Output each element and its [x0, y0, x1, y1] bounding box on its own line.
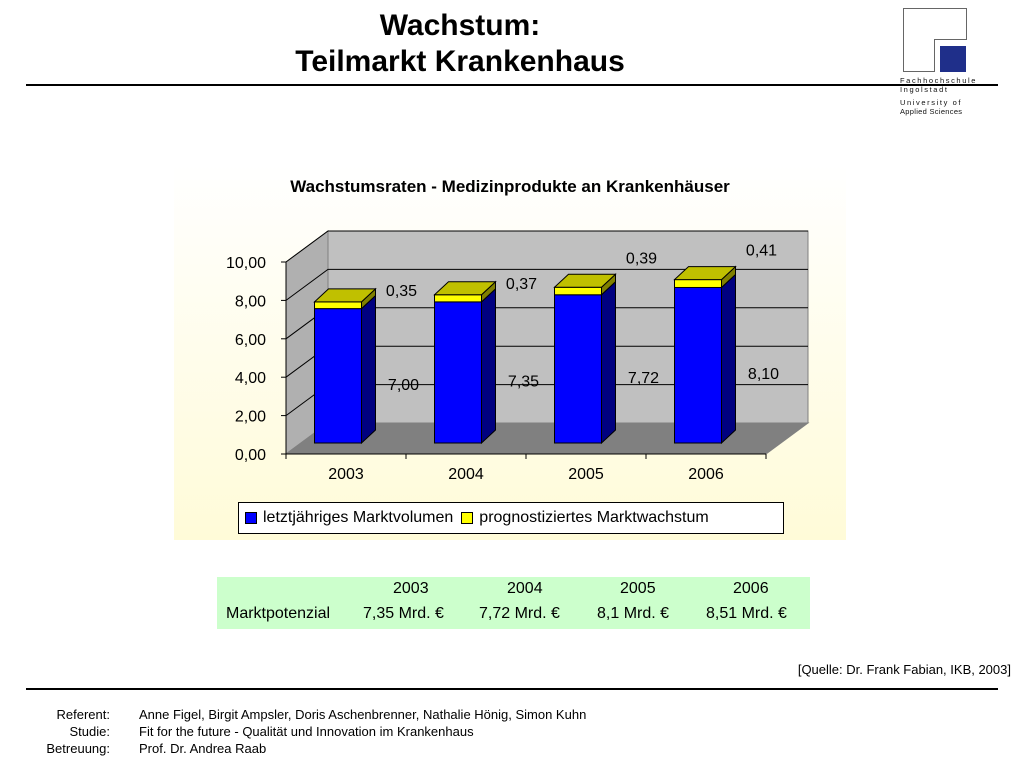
source-citation: [Quelle: Dr. Frank Fabian, IKB, 2003] [797, 662, 1011, 677]
betreuung-value: Prof. Dr. Andrea Raab [139, 741, 267, 756]
footer-divider [26, 688, 998, 690]
table-cell-2005: 8,1 Mrd. € [597, 605, 670, 622]
chart-bar-side [721, 273, 736, 445]
chart-data-label: 7,35 [508, 373, 539, 390]
chart-x-tick-label: 2006 [688, 466, 724, 483]
chart-legend: letztjähriges Marktvolumen prognostizier… [238, 502, 784, 534]
chart-data-label: 0,39 [626, 250, 657, 267]
referent-value: Anne Figel, Birgit Ampsler, Doris Aschen… [139, 707, 587, 722]
chart-bar-front [674, 279, 722, 288]
table-header-2005: 2005 [620, 580, 656, 597]
chart-bar-top [433, 281, 497, 296]
logo-square [940, 46, 966, 72]
chart-x-tick-label: 2003 [328, 466, 364, 483]
chart-y-tick-label: 4,00 [235, 370, 266, 387]
chart-y-tick-label: 2,00 [235, 409, 266, 426]
page-title-line2: Teilmarkt Krankenhaus [295, 45, 625, 78]
chart-data-label: 8,10 [748, 366, 779, 383]
chart-bar-front [434, 294, 482, 303]
logo-line1: Fachhochschule [900, 76, 978, 85]
legend-item-growth: prognostiziertes Marktwachstum [461, 509, 709, 527]
logo-line3: University of [900, 98, 963, 107]
chart-y-tick-label: 8,00 [235, 293, 266, 310]
legend-label-volume: letztjähriges Marktvolumen [263, 509, 454, 526]
chart-data-label: 0,41 [746, 243, 777, 260]
chart-y-tick-label: 6,00 [235, 332, 266, 349]
legend-item-volume: letztjähriges Marktvolumen [245, 509, 453, 527]
chart-bar-front [554, 294, 602, 444]
chart-bar-front [674, 286, 722, 444]
chart-gridline [285, 230, 808, 263]
table-header-2003: 2003 [393, 580, 429, 597]
legend-swatch-growth [461, 512, 474, 524]
table-cell-2003: 7,35 Mrd. € [363, 605, 444, 622]
chart-gridline [285, 268, 808, 301]
footer-row-studie: Studie: Fit for the future - Qualität un… [0, 723, 1024, 740]
chart-bar-front [314, 301, 362, 310]
logo-line4: Applied Sciences [900, 107, 963, 116]
footer-row-betreuung: Betreuung: Prof. Dr. Andrea Raab [0, 740, 1024, 757]
chart-bar-side [601, 280, 616, 445]
studie-value: Fit for the future - Qualität und Innova… [139, 724, 474, 739]
studie-label: Studie: [69, 724, 110, 739]
referent-label: Referent: [56, 707, 110, 722]
table-header-2004: 2004 [507, 580, 543, 597]
page-title-line1: Wachstum: [379, 9, 541, 42]
title-divider [26, 84, 998, 86]
page-title: Wachstum: Teilmarkt Krankenhaus [160, 8, 760, 80]
chart-bar-side [361, 294, 376, 445]
chart-bar-front [434, 301, 482, 444]
chart-bar-front [314, 308, 362, 444]
footer-row-referent: Referent: Anne Figel, Birgit Ampsler, Do… [0, 706, 1024, 723]
legend-swatch-volume [245, 512, 257, 524]
chart-svg: 0,00 2,00 4,00 6,00 8,00 10,00 7,00 0,35 2003 7,3… [226, 230, 810, 483]
chart-area: Wachstumsraten - Medizinprodukte an Kran… [174, 165, 846, 540]
table-cell-2006: 8,51 Mrd. € [706, 605, 787, 622]
table-cell-2004: 7,72 Mrd. € [479, 605, 560, 622]
table-header-2006: 2006 [733, 580, 769, 597]
betreuung-label: Betreuung: [46, 741, 110, 756]
chart-bar-top [313, 288, 377, 303]
logo-line2: Ingolstadt [900, 85, 949, 94]
chart-data-label: 7,00 [388, 377, 419, 394]
table-row: Marktpotenzial 7,35 Mrd. € 7,72 Mrd. € 8… [217, 602, 810, 626]
chart-y-tick-label: 10,00 [226, 255, 266, 272]
logo-text: Fachhochschule Ingolstadt University of … [900, 76, 978, 116]
footer: Referent: Anne Figel, Birgit Ampsler, Do… [0, 706, 1024, 757]
chart-title: Wachstumsraten - Medizinprodukte an Kran… [290, 177, 730, 196]
chart-x-tick-label: 2005 [568, 466, 604, 483]
table-header-row: 2003 2004 2005 2006 [217, 577, 810, 601]
chart-bar-top [673, 266, 737, 281]
market-potential-table: 2003 2004 2005 2006 Marktpotenzial 7,35 … [217, 577, 810, 629]
university-logo: Fachhochschule Ingolstadt University of … [900, 8, 978, 118]
chart-data-label: 0,37 [506, 276, 537, 293]
chart-bar-top [553, 273, 617, 288]
chart-bar-side [481, 287, 496, 445]
legend-label-growth: prognostiziertes Marktwachstum [479, 509, 709, 526]
chart-data-label: 7,72 [628, 370, 659, 387]
chart-bar-front [554, 286, 602, 296]
chart-data-label: 0,35 [386, 283, 417, 300]
chart-y-tick-label: 0,00 [235, 447, 266, 464]
chart-x-tick-label: 2004 [448, 466, 484, 483]
table-row-label: Marktpotenzial [226, 605, 331, 622]
